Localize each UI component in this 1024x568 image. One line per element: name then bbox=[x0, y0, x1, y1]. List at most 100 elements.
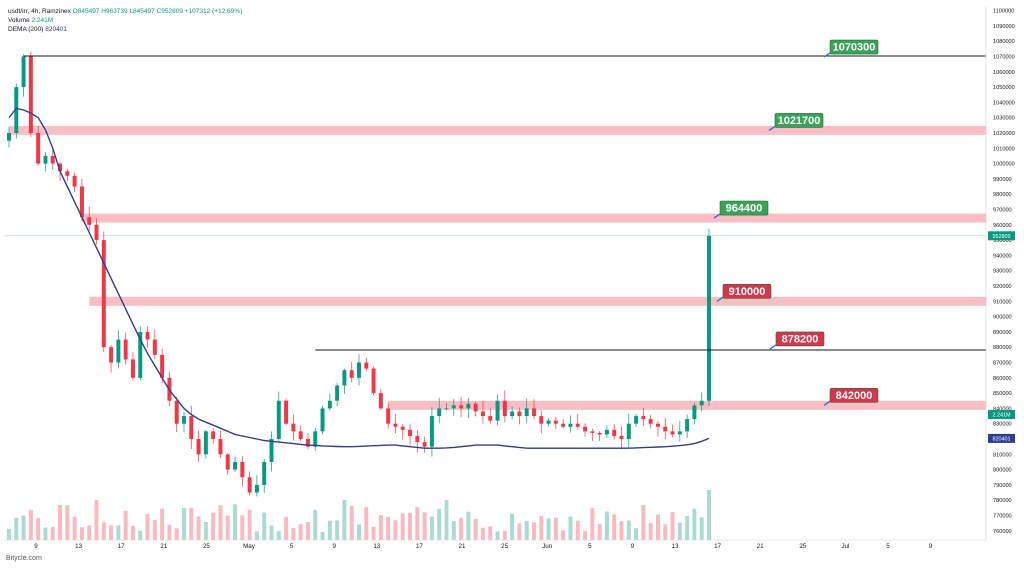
support-resistance-zone bbox=[89, 296, 987, 306]
volume-bar bbox=[583, 531, 588, 540]
volume-bar bbox=[685, 516, 690, 540]
candle-body bbox=[408, 429, 413, 436]
level-tag-layer: 1070300 1021700 964400 910000 878200 842000 bbox=[713, 39, 879, 406]
candle-body bbox=[386, 408, 391, 424]
price-axis-box: 820401 bbox=[988, 433, 1015, 443]
candle-body bbox=[65, 171, 70, 176]
candle-body bbox=[189, 416, 194, 440]
volume-bar bbox=[284, 516, 289, 540]
y-tick-label: 970000 bbox=[993, 208, 1012, 214]
volume-bar bbox=[451, 521, 456, 540]
level-tag-box bbox=[722, 284, 772, 299]
volume-bar bbox=[604, 511, 609, 540]
candle-body bbox=[50, 155, 55, 164]
volume-bar bbox=[174, 528, 179, 540]
candle-body bbox=[14, 87, 19, 133]
volume-bar bbox=[648, 523, 653, 540]
legend-open: O845497 bbox=[72, 8, 100, 15]
candle-body bbox=[254, 484, 259, 493]
volume-bar bbox=[254, 531, 259, 540]
volume-bar bbox=[14, 517, 19, 540]
volume-bar bbox=[218, 505, 223, 540]
candle-body bbox=[597, 432, 602, 435]
volume-bar bbox=[400, 513, 405, 540]
volume-bar bbox=[28, 510, 33, 540]
support-resistance-zone bbox=[9, 125, 986, 135]
price-axis-box: 2.241M bbox=[988, 410, 1015, 420]
candle-body bbox=[546, 420, 551, 424]
candle-body bbox=[152, 339, 157, 355]
level-tag: 878200 bbox=[769, 331, 825, 350]
y-tick-label: 1040000 bbox=[993, 100, 1015, 106]
candle-body bbox=[196, 439, 201, 455]
legend-high: H963739 bbox=[101, 8, 128, 15]
candle-body bbox=[532, 408, 536, 417]
y-tick-label: 1060000 bbox=[993, 70, 1015, 76]
candle-body bbox=[43, 155, 48, 164]
dema-layer bbox=[8, 107, 710, 449]
level-tag-pointer bbox=[769, 344, 777, 350]
candle-body bbox=[510, 411, 515, 417]
y-tick-label: 900000 bbox=[993, 315, 1012, 321]
candle-body bbox=[364, 362, 369, 369]
volume-bar bbox=[276, 530, 281, 540]
volume-bar bbox=[568, 516, 573, 540]
y-tick-label: 890000 bbox=[993, 330, 1012, 336]
level-tag-box bbox=[774, 113, 824, 128]
level-line-layer bbox=[4, 55, 986, 351]
candle-body bbox=[480, 411, 485, 417]
candle-body bbox=[502, 400, 507, 417]
volume-bar bbox=[553, 517, 558, 540]
volume-bar bbox=[495, 531, 500, 540]
x-tick-label: May bbox=[243, 543, 256, 550]
volume-bar bbox=[298, 524, 303, 540]
volume-bar bbox=[101, 522, 106, 540]
y-tick-label: 870000 bbox=[993, 361, 1012, 367]
legend-ohlc-row: usdt/irr, 4h, Ramzinex O845497 H963739 L… bbox=[8, 7, 242, 16]
candle-body bbox=[400, 426, 405, 430]
level-tag-box bbox=[719, 200, 769, 216]
volume-bar bbox=[590, 508, 595, 540]
candle-body bbox=[568, 423, 573, 427]
volume-bar bbox=[247, 509, 252, 540]
zone-layer bbox=[9, 125, 987, 410]
axis-layer: 1100000 1090000 1080000 1070000 1060000 10500… bbox=[4, 6, 1015, 550]
volume-bar bbox=[203, 521, 208, 540]
candle-body bbox=[670, 431, 675, 435]
candle-body bbox=[327, 400, 332, 409]
y-tick-label: 1050000 bbox=[993, 85, 1015, 91]
level-tag: 1070300 bbox=[823, 39, 879, 58]
price-axis-box-label: 2.241M bbox=[993, 413, 1011, 419]
x-tick-label: 5 bbox=[886, 543, 890, 550]
candle-body bbox=[378, 393, 383, 409]
candle-body bbox=[123, 339, 128, 360]
volume-bar bbox=[502, 531, 507, 540]
level-tag: 1021700 bbox=[768, 113, 824, 131]
y-tick-label: 810000 bbox=[993, 452, 1012, 458]
level-tag-pointer bbox=[823, 400, 831, 406]
volume-bar bbox=[488, 526, 493, 540]
candle-body bbox=[36, 132, 41, 164]
candle-body bbox=[612, 429, 617, 436]
x-tick-label: 13 bbox=[75, 543, 82, 550]
legend-dema-value: 820401 bbox=[45, 26, 67, 33]
x-tick-label: 17 bbox=[714, 543, 721, 550]
candle-body bbox=[524, 408, 529, 417]
candle-body bbox=[130, 359, 135, 378]
footer-watermark: Bitycle.com bbox=[6, 555, 42, 562]
volume-bar bbox=[619, 521, 624, 540]
candle-body bbox=[138, 331, 143, 378]
volume-bar bbox=[364, 507, 369, 540]
volume-bar bbox=[123, 510, 128, 540]
candle-body bbox=[276, 400, 281, 440]
x-tick-label: 25 bbox=[799, 543, 806, 550]
candle-body bbox=[247, 477, 252, 493]
level-tag-pointer bbox=[716, 296, 724, 302]
legend-dema-label: DEMA (200) bbox=[8, 26, 44, 33]
y-tick-label: 1010000 bbox=[993, 146, 1015, 152]
x-tick-label: 9 bbox=[631, 543, 635, 550]
x-tick-label: Jun bbox=[542, 543, 553, 550]
candle-body bbox=[342, 370, 347, 386]
volume-bar bbox=[692, 508, 697, 540]
